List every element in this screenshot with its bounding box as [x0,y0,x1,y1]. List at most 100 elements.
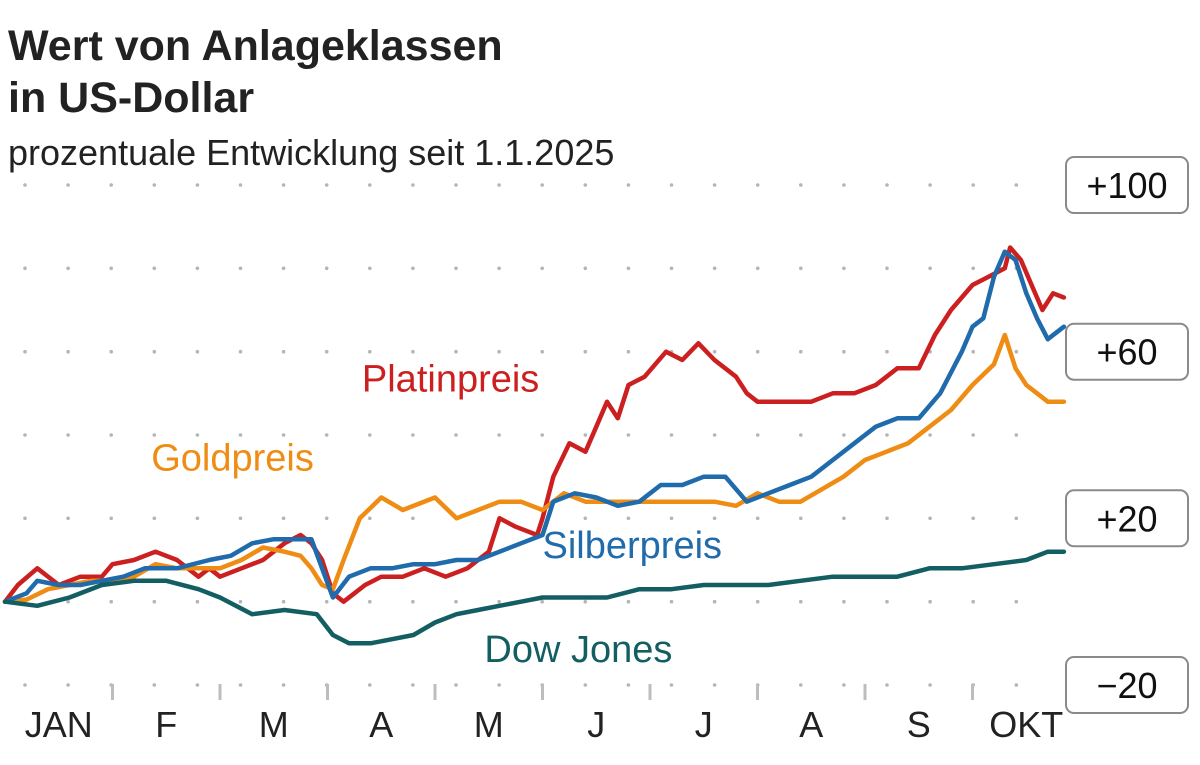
y-tick-label: −20 [1065,656,1189,714]
grid-dot [799,349,803,354]
grid-dot [66,516,70,521]
grid-dot [540,599,544,604]
series-line-dow-jones [2,549,1067,646]
grid-dot [195,599,200,604]
grid-dot [238,599,243,604]
grid-dot [712,183,717,187]
grid-dot [842,599,846,604]
grid-dot [712,433,717,437]
grid-dot [109,266,113,271]
grid-dot [152,516,157,521]
y-tick-box [1065,489,1189,548]
grid-dot [411,516,415,521]
grid-dot [669,433,674,437]
grid-dot [885,349,889,354]
grid-dot [152,349,157,354]
grid-dot [712,516,717,521]
chart-title-line2: in US-Dollar [8,74,255,122]
grid-dot [626,683,631,687]
grid-dot [368,599,372,604]
grid-dot [195,183,200,187]
grid-dot [669,599,674,604]
y-tick-box [1065,156,1189,214]
grid-dot [324,349,329,354]
grid-dot [324,266,329,271]
grid-dot [324,516,329,521]
grid-dot [281,516,286,521]
grid-dot [626,183,631,187]
grid-dot [238,266,243,271]
y-tick-box [1065,322,1189,381]
grid-dot [152,266,157,271]
grid-dot [368,266,372,271]
x-tick-label: M [259,704,289,745]
y-tick-box [1065,656,1189,714]
grid-dot [281,683,286,687]
grid-dot [971,183,975,187]
grid-dot [454,433,458,437]
grid-dot [454,683,458,687]
grid-dot [669,266,674,271]
grid-dot [971,516,975,521]
grid-dot [324,433,329,437]
grid-dot [1014,433,1019,437]
grid-dot [152,683,157,687]
grid-dot [540,433,544,437]
x-tick-label: A [799,704,823,745]
grid-dot [928,683,932,687]
grid-dot [109,433,113,437]
grid-dot [368,349,372,354]
grid-dot [195,433,200,437]
grid-dot [324,599,329,604]
grid-dot [497,433,501,437]
x-tick-label: S [907,704,931,745]
grid-dot [23,183,27,187]
grid-dot [885,266,889,271]
grid-dot [928,599,932,604]
grid-dot [712,683,717,687]
grid-dot [799,183,803,187]
series-label-goldpreis: Goldpreis [151,437,314,479]
grid-dots [23,183,1019,687]
grid-dot [497,599,501,604]
grid-dot [109,599,113,604]
grid-dot [755,266,760,271]
grid-dot [583,183,588,187]
grid-dot [885,183,889,187]
grid-dot [195,683,200,687]
grid-dot [238,349,243,354]
grid-dot [540,266,544,271]
grid-dot [583,349,588,354]
grid-dot [928,516,932,521]
grid-dot [928,266,932,271]
grid-dot [799,683,803,687]
grid-dot [66,683,70,687]
grid-dot [755,599,760,604]
series-label-dow-jones: Dow Jones [484,629,672,671]
grid-dot [1014,599,1019,604]
grid-dot [497,183,501,187]
grid-dot [842,266,846,271]
grid-dot [238,516,243,521]
grid-row [23,683,1019,687]
grid-dot [281,183,286,187]
grid-dot [109,183,113,187]
grid-dot [109,516,113,521]
grid-dot [1014,683,1019,687]
grid-dot [23,266,27,271]
y-tick-label: +20 [1065,489,1189,548]
grid-dot [281,599,286,604]
grid-dot [23,516,27,521]
y-tick-text: −20 [1096,665,1157,706]
grid-dot [799,433,803,437]
grid-dot [152,433,157,437]
grid-dot [712,349,717,354]
grid-dot [368,183,372,187]
grid-dot [1014,183,1019,187]
grid-dot [626,266,631,271]
grid-row [23,516,1019,521]
grid-dot [281,433,286,437]
grid-dot [885,433,889,437]
grid-dot [928,433,932,437]
